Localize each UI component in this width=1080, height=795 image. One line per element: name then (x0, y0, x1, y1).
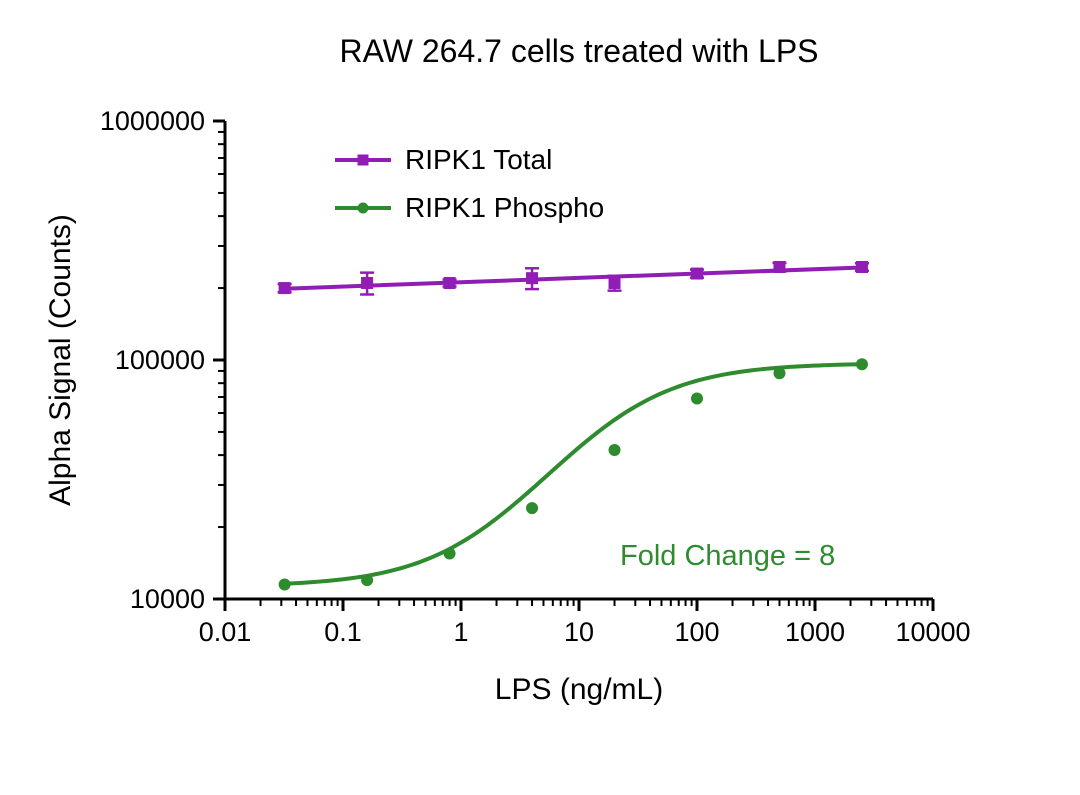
data-point (527, 503, 538, 514)
legend-marker-icon (358, 155, 369, 166)
data-point (444, 548, 455, 559)
data-point (362, 277, 373, 288)
data-point (609, 277, 620, 288)
data-point (527, 273, 538, 284)
chart-stage: { "canvas":{"w":1080,"h":795}, "plot":{"… (0, 0, 1080, 795)
x-tick-label: 0.1 (324, 617, 362, 647)
series-ripk1-total (278, 261, 869, 294)
data-point (609, 445, 620, 456)
legend-label: RIPK1 Total (405, 144, 552, 175)
data-point (856, 359, 867, 370)
x-tick-label: 1000 (785, 617, 845, 647)
y-axis-label: Alpha Signal (Counts) (44, 214, 77, 506)
legend-item: RIPK1 Total (335, 144, 552, 175)
x-tick-label: 10000 (895, 617, 970, 647)
chart-svg: RAW 264.7 cells treated with LPS Alpha Si… (0, 0, 1080, 795)
y-tick-label: 100000 (115, 345, 205, 375)
y-tick-label: 1000000 (100, 106, 205, 136)
data-point (856, 261, 867, 272)
legend-marker-icon (358, 203, 369, 214)
data-point (692, 268, 703, 279)
data-point (279, 283, 290, 294)
x-axis-label: LPS (ng/mL) (495, 673, 663, 706)
chart-title: RAW 264.7 cells treated with LPS (339, 33, 818, 69)
data-point (444, 277, 455, 288)
data-point (279, 579, 290, 590)
data-point (692, 393, 703, 404)
x-tick-label: 100 (674, 617, 719, 647)
x-tick-label: 10 (564, 617, 594, 647)
y-tick-label: 10000 (130, 584, 205, 614)
x-tick-label: 0.01 (199, 617, 252, 647)
data-point (774, 261, 785, 272)
data-point (774, 368, 785, 379)
legend-item: RIPK1 Phospho (335, 192, 604, 223)
legend-label: RIPK1 Phospho (405, 192, 604, 223)
data-point (362, 575, 373, 586)
x-tick-label: 1 (453, 617, 468, 647)
fold-change-annotation: Fold Change = 8 (620, 540, 835, 572)
